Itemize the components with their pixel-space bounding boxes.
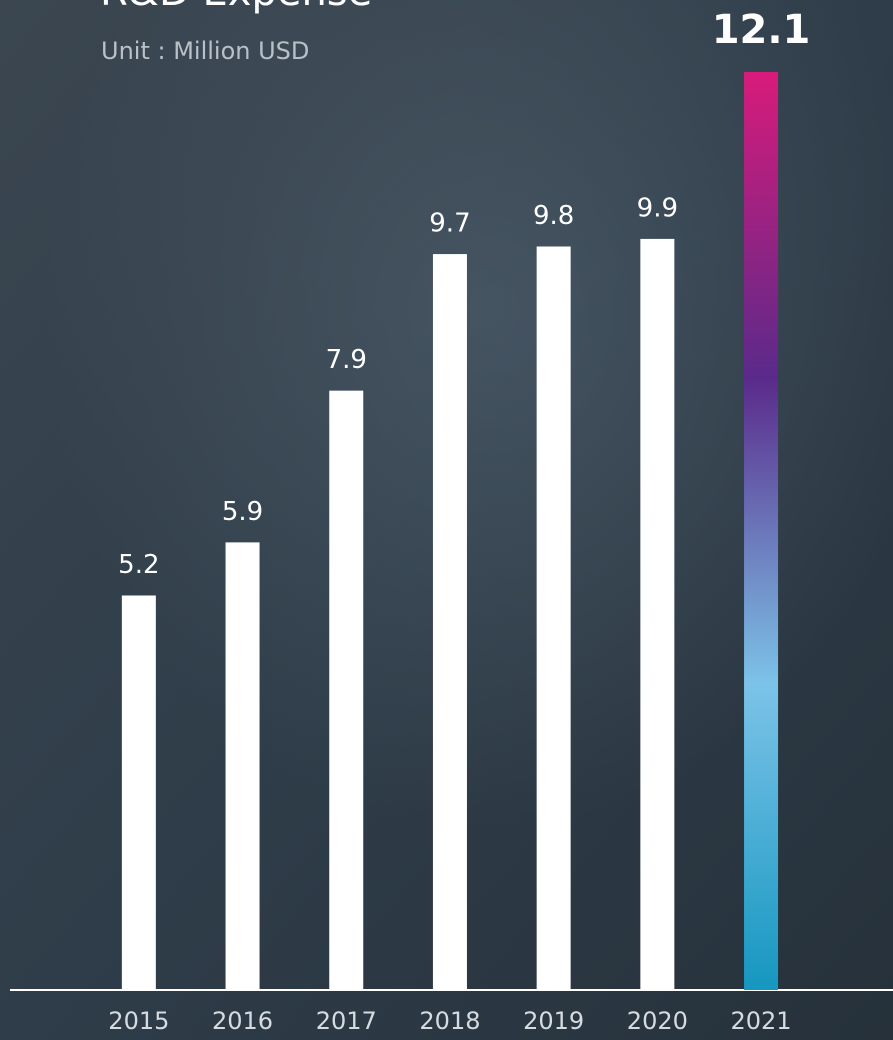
- bar: [432, 254, 467, 990]
- value-label: 9.8: [533, 201, 574, 231]
- value-label: 5.9: [222, 497, 263, 527]
- x-tick-label: 2020: [627, 1007, 688, 1035]
- bar: [329, 390, 364, 990]
- value-label: 9.9: [637, 193, 678, 223]
- value-label-highlight: 12.1: [712, 7, 811, 53]
- bar: [536, 246, 571, 991]
- x-tick-label: 2017: [316, 1007, 377, 1035]
- x-tick-label: 2021: [731, 1007, 792, 1035]
- bar: [121, 595, 156, 990]
- bar: [744, 72, 779, 990]
- x-tick-label: 2016: [212, 1007, 273, 1035]
- bar: [225, 542, 260, 990]
- bar: [640, 238, 675, 991]
- x-tick-label: 2018: [419, 1007, 480, 1035]
- value-label: 5.2: [118, 550, 159, 580]
- value-label: 7.9: [326, 345, 367, 375]
- value-label: 9.7: [429, 209, 470, 239]
- chart-subtitle: Unit : Million USD: [101, 37, 309, 65]
- x-tick-label: 2019: [523, 1007, 584, 1035]
- chart-title: R&D Expense: [100, 0, 372, 15]
- x-tick-label: 2015: [108, 1007, 169, 1035]
